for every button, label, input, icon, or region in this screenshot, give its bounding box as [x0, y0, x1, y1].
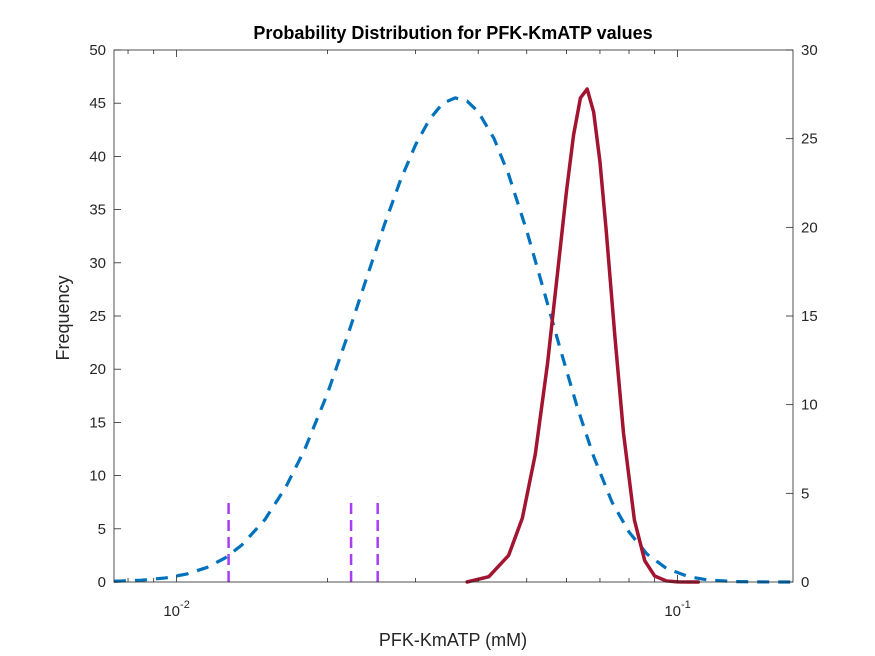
y-left-tick-label: 20	[89, 361, 106, 378]
vertical-markers	[227, 496, 379, 582]
series-layer	[113, 87, 794, 584]
y-left-tick-label: 10	[89, 468, 106, 485]
y-left-tick-label: 30	[89, 255, 106, 272]
y-right-tick-label: 30	[801, 42, 818, 59]
y-left-tick-label: 40	[89, 148, 106, 165]
y-left-tick-label: 45	[89, 95, 106, 112]
y-right-tick-label: 20	[801, 219, 818, 236]
axes-background	[114, 50, 793, 582]
y-left-tick-label: 25	[89, 308, 106, 325]
y-left-tick-label: 50	[89, 42, 106, 59]
y-axis-label: Frequency	[53, 275, 73, 360]
y-right-tick-label: 5	[801, 485, 809, 502]
y-right-tick-label: 10	[801, 397, 818, 414]
series-line-dashed	[113, 96, 794, 584]
y-left-tick-label: 15	[89, 414, 106, 431]
y-left-tick-label: 5	[98, 521, 106, 538]
x-tick-label: 10-2	[163, 599, 189, 620]
y-right-tick-label: 25	[801, 131, 818, 148]
y-left-tick-label: 0	[98, 574, 106, 591]
chart-title: Probability Distribution for PFK-KmATP v…	[253, 23, 652, 43]
ticks-layer: 0 5 10 15 20 25 30 35 40 45 50 0 5 10 15 20 25 30 10-2 10-1	[89, 42, 817, 620]
y-left-tick-label: 35	[89, 202, 106, 219]
x-axis-label: PFK-KmATP (mM)	[379, 630, 527, 650]
y-right-tick-label: 15	[801, 308, 818, 325]
x-tick-label: 10-1	[664, 599, 690, 620]
plot-area: 0 5 10 15 20 25 30 35 40 45 50 0 5 10 15 20 25 30 10-2 10-1	[89, 42, 817, 620]
y-right-tick-label: 0	[801, 574, 809, 591]
series-line-solid	[465, 87, 701, 584]
